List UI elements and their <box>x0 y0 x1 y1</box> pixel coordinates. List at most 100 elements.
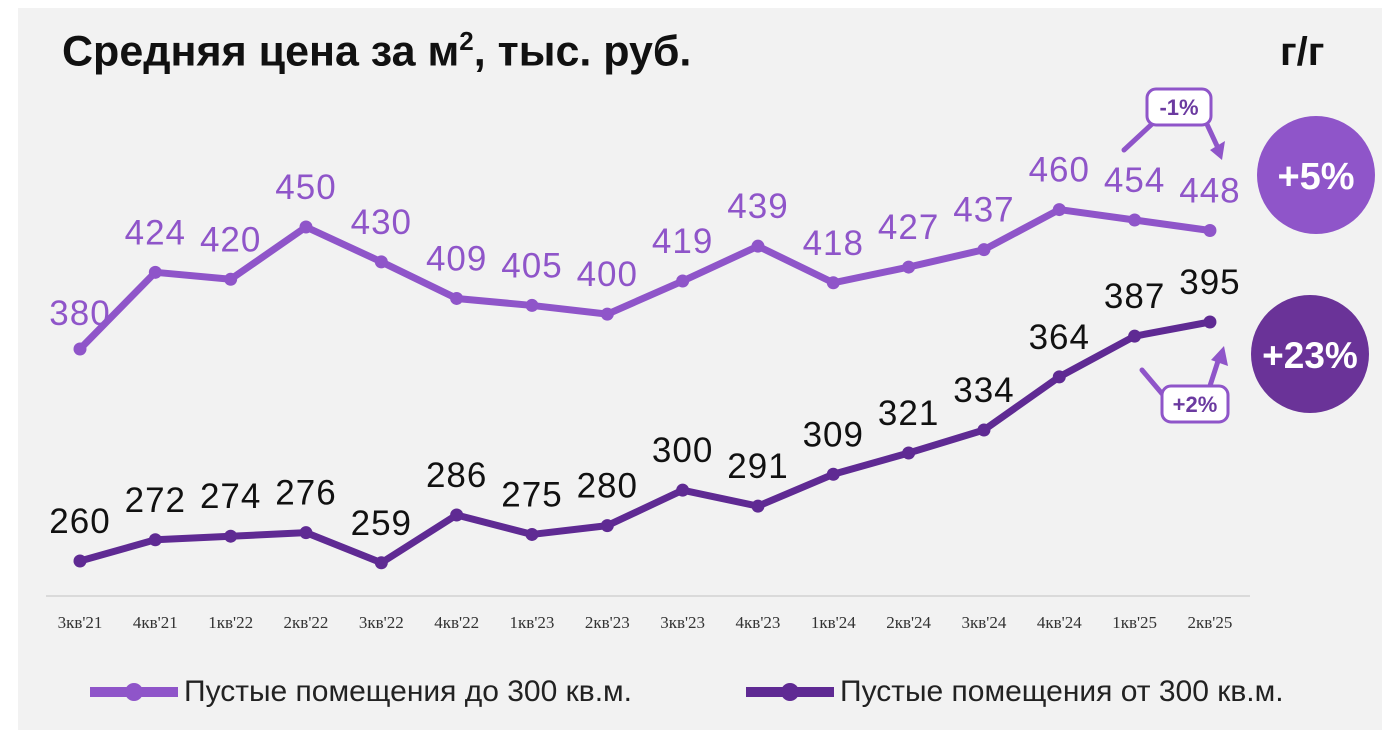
chart-panel <box>18 8 1382 730</box>
data-label-1: 460 <box>1029 151 1090 190</box>
qoq-arrow-tail-series1 <box>1121 121 1155 153</box>
data-label-1: 405 <box>501 246 562 285</box>
data-label-2: 259 <box>351 504 412 543</box>
data-point-1 <box>676 274 690 288</box>
data-point-1 <box>1203 223 1217 237</box>
data-point-2 <box>224 529 238 543</box>
data-label-2: 275 <box>501 475 562 514</box>
data-point-2 <box>1052 370 1066 384</box>
data-label-2: 387 <box>1104 277 1165 316</box>
data-point-2 <box>1128 329 1142 343</box>
data-point-1 <box>600 307 614 321</box>
data-point-1 <box>826 276 840 290</box>
data-point-2 <box>525 527 539 541</box>
data-point-1 <box>299 220 313 234</box>
data-label-1: 427 <box>878 208 939 247</box>
x-tick-label: 2кв'23 <box>585 613 630 632</box>
data-label-2: 286 <box>426 456 487 495</box>
x-tick-label: 1кв'22 <box>208 613 253 632</box>
yoy-label: г/г <box>1280 30 1325 74</box>
data-point-1 <box>977 243 991 257</box>
data-label-2: 274 <box>200 477 261 516</box>
data-point-1 <box>224 272 238 286</box>
data-point-2 <box>374 556 388 570</box>
x-tick-label: 2кв'22 <box>284 613 329 632</box>
data-point-1 <box>1128 213 1142 227</box>
x-tick-label: 1кв'23 <box>510 613 555 632</box>
data-label-1: 420 <box>200 220 261 259</box>
data-label-1: 439 <box>727 187 788 226</box>
x-tick-label: 2кв'24 <box>886 613 931 632</box>
qoq-badge-series2 <box>1160 384 1230 424</box>
data-label-2: 272 <box>125 481 186 520</box>
legend-label-series1: Пустые помещения до 300 кв.м. <box>184 675 632 708</box>
x-tick-label: 4кв'23 <box>736 613 781 632</box>
series-line-1 <box>76 206 1214 353</box>
data-point-2 <box>73 554 87 568</box>
data-point-1 <box>525 298 539 312</box>
data-label-1: 419 <box>652 222 713 261</box>
yoy-value-series1: +5% <box>1277 156 1354 198</box>
qoq-value-series2: +2% <box>1173 392 1218 417</box>
data-label-1: 380 <box>49 294 110 333</box>
data-label-1: 400 <box>577 255 638 294</box>
x-tick-label: 3кв'21 <box>58 613 103 632</box>
data-point-2 <box>148 533 162 547</box>
x-tick-label: 4кв'24 <box>1037 613 1082 632</box>
data-label-1: 424 <box>125 213 186 252</box>
data-label-2: 280 <box>577 467 638 506</box>
data-point-1 <box>902 260 916 274</box>
data-label-2: 260 <box>49 502 110 541</box>
data-point-2 <box>299 526 313 540</box>
data-label-1: 409 <box>426 239 487 278</box>
data-point-2 <box>751 499 765 513</box>
x-tick-label: 1кв'24 <box>811 613 856 632</box>
qoq-value-series1: -1% <box>1159 95 1198 120</box>
data-point-1 <box>73 342 87 356</box>
data-point-2 <box>600 519 614 533</box>
x-tick-label: 3кв'24 <box>962 613 1007 632</box>
data-label-1: 437 <box>953 191 1014 230</box>
yoy-bubble-series1 <box>1257 116 1375 234</box>
data-label-2: 321 <box>878 394 939 433</box>
legend-item-series2: Пустые помещения от 300 кв.м. <box>746 672 1284 712</box>
data-point-2 <box>450 508 464 522</box>
data-label-2: 334 <box>953 371 1014 410</box>
qoq-arrowhead-series2 <box>1211 346 1228 366</box>
qoq-badge-series1 <box>1145 87 1213 127</box>
data-point-2 <box>826 467 840 481</box>
data-label-2: 276 <box>275 474 336 513</box>
data-point-1 <box>751 239 765 253</box>
yoy-value-series2: +23% <box>1262 335 1358 376</box>
data-point-1 <box>450 291 464 305</box>
yoy-bubble-series2 <box>1251 295 1369 413</box>
title-rest: , тыс. руб. <box>473 27 692 76</box>
data-label-1: 418 <box>803 224 864 263</box>
data-point-1 <box>374 255 388 269</box>
qoq-arrowhead-series1 <box>1210 141 1225 160</box>
x-tick-label: 1кв'25 <box>1112 613 1157 632</box>
data-label-1: 450 <box>275 168 336 207</box>
data-point-2 <box>977 423 991 437</box>
chart-title: Средняя цена за м2, тыс. руб. <box>62 26 691 76</box>
data-label-2: 395 <box>1179 263 1240 302</box>
series-line-2 <box>76 318 1214 567</box>
data-label-2: 309 <box>803 415 864 454</box>
x-tick-label: 2кв'25 <box>1188 613 1233 632</box>
data-point-2 <box>676 483 690 497</box>
data-point-2 <box>902 446 916 460</box>
x-tick-label: 3кв'22 <box>359 613 404 632</box>
title-superscript: 2 <box>459 26 474 56</box>
legend-item-series1: Пустые помещения до 300 кв.м. <box>90 672 632 712</box>
x-tick-label: 3кв'23 <box>660 613 705 632</box>
data-label-1: 454 <box>1104 161 1165 200</box>
x-tick-label: 4кв'22 <box>434 613 479 632</box>
legend-label-series2: Пустые помещения от 300 кв.м. <box>840 675 1284 708</box>
data-label-1: 430 <box>351 203 412 242</box>
data-label-2: 364 <box>1029 318 1090 357</box>
data-label-1: 448 <box>1179 171 1240 210</box>
data-point-2 <box>1203 315 1217 329</box>
legend-swatch-series2 <box>746 683 834 701</box>
legend-swatch-series1 <box>90 683 178 701</box>
